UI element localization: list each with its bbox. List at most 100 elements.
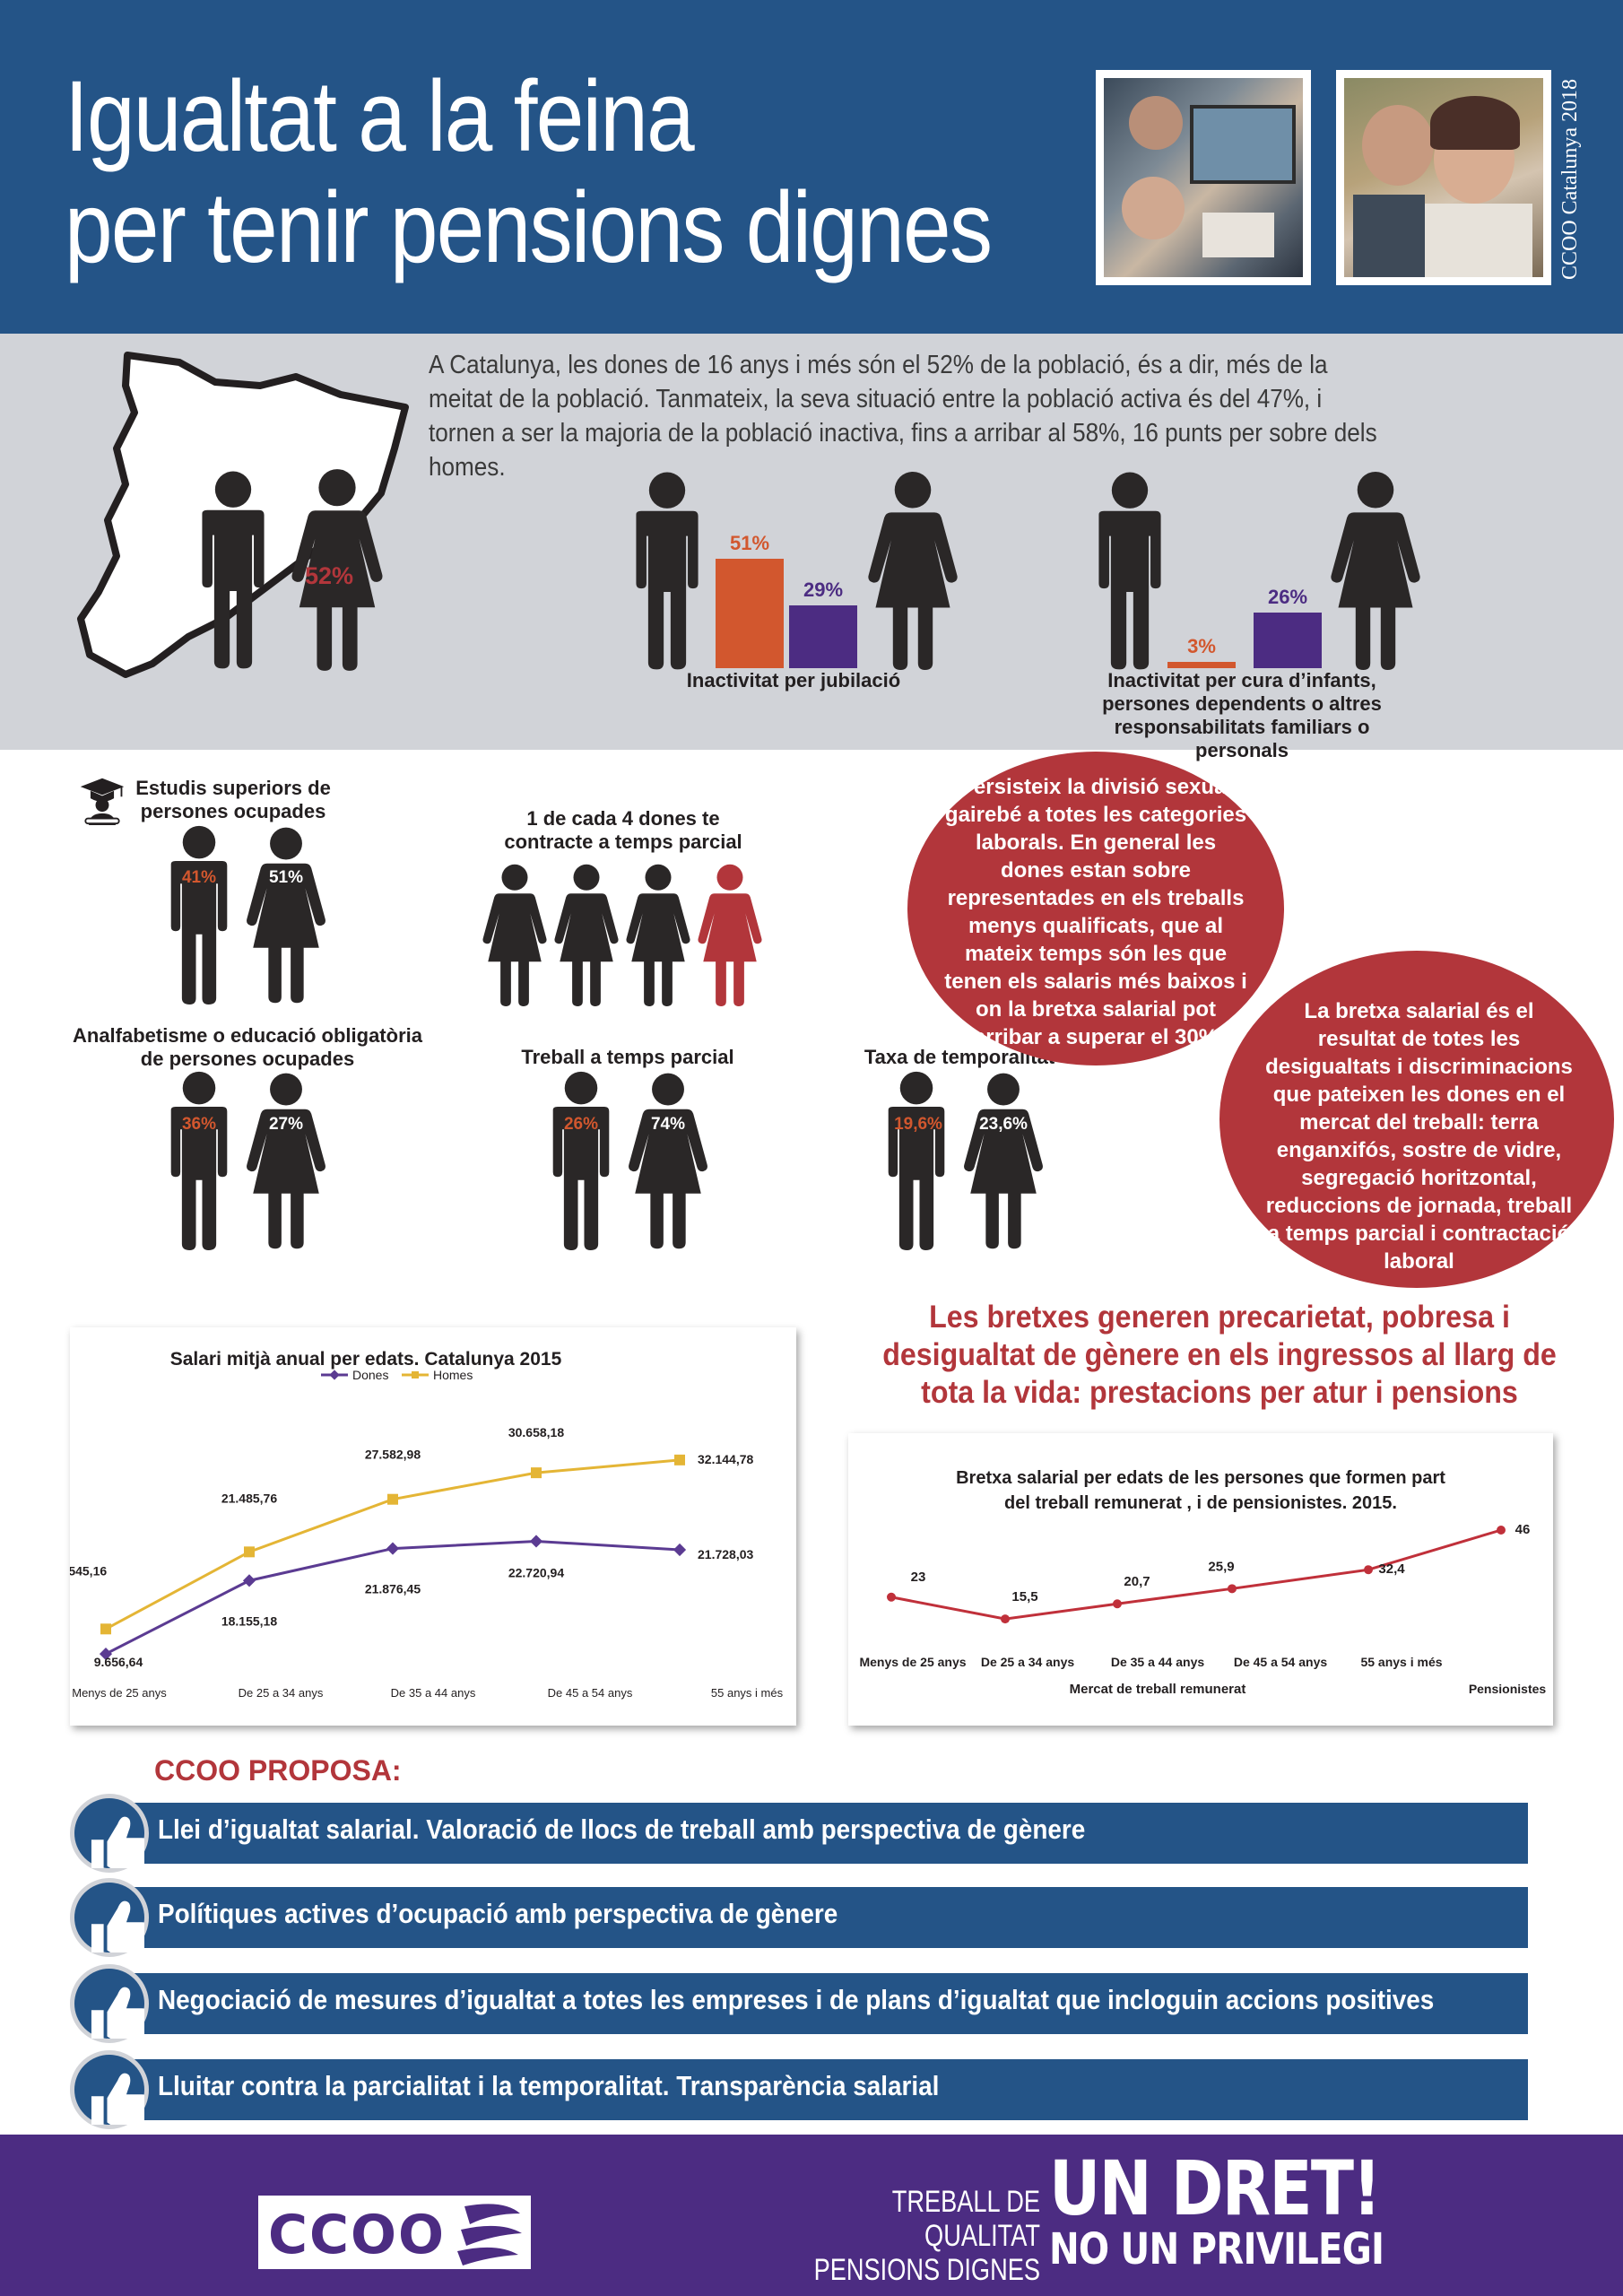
proposal-text: Lluitar contra la parcialitat i la tempo… — [158, 2070, 940, 2101]
gap-headline: Les bretxes generen precarietat, pobresa… — [882, 1300, 1557, 1410]
part-time-title: Treball a temps parcial — [521, 1046, 734, 1068]
graduation-cap-icon — [77, 773, 127, 827]
ccoo-logo: CCOO — [258, 2196, 531, 2269]
data-point — [1497, 1526, 1506, 1535]
occupational-segregation-text: Persisteix la divisió sexual gairebé a t… — [944, 775, 1247, 1049]
thumbs-up-icon — [70, 2050, 149, 2129]
man-figure — [542, 1071, 621, 1250]
photo-elderly-couple — [1336, 70, 1551, 285]
proposal-text: Negociació de mesures d’igualtat a totes… — [158, 1984, 1435, 2015]
basic-ed-women-pct: 27% — [268, 1115, 304, 1134]
proposal-item: Negociació de mesures d’igualtat a totes… — [70, 1964, 1528, 2043]
data-point — [674, 1454, 685, 1465]
data-point — [1364, 1565, 1373, 1575]
pay-gap-text: La bretxa salarial és el resultat de tot… — [1265, 999, 1573, 1274]
thumbs-up-icon — [70, 1794, 149, 1873]
woman-figure — [626, 1071, 710, 1250]
data-point — [529, 1535, 543, 1548]
side-credit: CCOO Catalunya 2018 — [1558, 79, 1582, 280]
data-label: 32.144,78 — [698, 1452, 753, 1466]
data-label: 25,9 — [1208, 1559, 1234, 1574]
data-point — [386, 1542, 400, 1555]
proposal-text: Polítiques actives d’ocupació amb perspe… — [158, 1898, 838, 1929]
data-label: 27.582,98 — [365, 1448, 421, 1462]
proposals-heading: CCOO PROPOSA: — [154, 1754, 402, 1787]
map-women-pct: 52% — [305, 562, 354, 589]
proposal-bar — [115, 1887, 1528, 1948]
x-tick-label: De 35 a 44 anys — [1111, 1655, 1205, 1669]
care-women-pct: 26% — [1267, 585, 1308, 608]
series-line — [890, 1528, 1502, 1621]
woman-figure — [244, 825, 328, 1004]
proposal-item: Polítiques actives d’ocupació amb perspe… — [70, 1878, 1528, 1957]
page-title-line2: per tenir pensions dignes — [65, 171, 993, 283]
logo-waves — [457, 2204, 522, 2266]
data-point — [242, 1574, 256, 1587]
data-label: 21.485,76 — [221, 1491, 277, 1505]
chart-title-line2: del treball remunerat , i de pensioniste… — [1004, 1493, 1397, 1513]
temporary-men-pct: 19,6% — [894, 1115, 942, 1134]
data-label: 32,4 — [1378, 1561, 1405, 1577]
care-men-pct: 3% — [1187, 634, 1216, 657]
salary-by-age-chart: Salari mitjà anual per edats. Catalunya … — [51, 1349, 784, 1700]
x-tick-label: 55 anys i més — [1360, 1655, 1442, 1669]
chart-title-line1: Bretxa salarial per edats de les persone… — [956, 1468, 1445, 1488]
x-tick-label: De 45 a 54 anys — [1234, 1655, 1328, 1669]
man-figure — [160, 825, 239, 1004]
intro-paragraph: A Catalunya, les dones de 16 anys i més … — [429, 351, 1377, 482]
slogan-line1: TREBALL DE QUALITAT — [891, 2185, 1040, 2253]
proposal-bar — [115, 1973, 1528, 2034]
higher-ed-women-pct: 51% — [268, 868, 304, 887]
proposal-text: Llei d’igualtat salarial. Valoració de l… — [158, 1813, 1086, 1845]
data-label: 21.728,03 — [698, 1547, 753, 1561]
temporary-women-pct: 23,6% — [979, 1115, 1028, 1134]
legend-dones-marker — [329, 1370, 340, 1380]
thumbs-up-icon — [70, 1878, 149, 1957]
higher-ed-title: Estudis superiors de persones ocupades — [135, 777, 331, 822]
x-tick-label: Pensionistes — [1469, 1682, 1547, 1696]
part-time-women-pct: 74% — [650, 1115, 686, 1134]
woman-figure — [624, 861, 692, 1009]
data-point — [887, 1592, 896, 1602]
data-point — [1113, 1599, 1122, 1609]
woman-figure — [864, 471, 961, 670]
data-label: 21.876,45 — [365, 1582, 421, 1596]
series-line-dones — [105, 1539, 681, 1656]
woman-figure — [961, 1071, 1046, 1250]
data-label: 12.545,16 — [70, 1563, 107, 1578]
bar-care-women — [1254, 612, 1322, 668]
x-tick-label: De 35 a 44 anys — [391, 1686, 476, 1700]
logo-wordmark: CCOO — [268, 2204, 446, 2266]
chart-title: Salari mitjà anual per edats. Catalunya … — [170, 1349, 562, 1370]
slogan-line2: PENSIONS DIGNES — [813, 2253, 1040, 2287]
proposal-bar — [115, 2059, 1528, 2120]
page-title-line1: Igualtat a la feina — [65, 60, 695, 172]
woman-figure — [481, 861, 549, 1009]
basic-ed-title: Analfabetisme o educació obligatòria de … — [73, 1024, 422, 1070]
legend-dones-label: Dones — [352, 1368, 388, 1382]
x-tick-label: Menys de 25 anys — [859, 1655, 966, 1669]
man-figure — [624, 471, 710, 670]
gap-by-age-chart: Bretxa salarial per edats de les persone… — [859, 1468, 1547, 1697]
proposal-item: Llei d’igualtat salarial. Valoració de l… — [70, 1794, 1528, 1873]
man-figure — [1087, 471, 1173, 670]
basic-ed-men-pct: 36% — [181, 1115, 217, 1134]
woman-figure-highlight — [696, 861, 764, 1009]
data-point — [673, 1543, 687, 1557]
man-figure — [190, 466, 276, 673]
x-tick-label: De 25 a 34 anys — [981, 1655, 1075, 1669]
gap-chart-panel: Bretxa salarial per edats de les persone… — [848, 1433, 1553, 1726]
photo-lab-workers — [1096, 70, 1311, 285]
footer-motto: UN DRET! NO UN PRIVILEGI — [1049, 2151, 1384, 2271]
thumbs-up-icon — [70, 1964, 149, 2043]
data-label: 30.658,18 — [508, 1425, 564, 1439]
chart-legend: Dones Homes — [321, 1368, 473, 1382]
man-figure — [160, 1071, 239, 1250]
data-point — [244, 1546, 255, 1558]
group-label: Mercat de treball remunerat — [1070, 1682, 1246, 1697]
retirement-caption: Inactivitat per jubilació — [686, 669, 901, 691]
part-time-men-pct: 26% — [563, 1115, 599, 1134]
x-tick-label: 55 anys i més — [711, 1686, 784, 1700]
data-point — [387, 1493, 398, 1505]
x-tick-label: Menys de 25 anys — [72, 1686, 167, 1700]
